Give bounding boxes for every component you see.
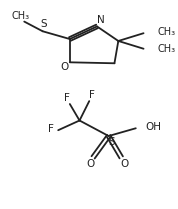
Text: F: F <box>64 93 70 103</box>
Text: N: N <box>97 15 105 25</box>
Text: CH₃: CH₃ <box>11 11 29 21</box>
Text: O: O <box>60 62 68 72</box>
Text: O: O <box>120 159 128 169</box>
Text: O: O <box>86 159 94 169</box>
Text: F: F <box>89 90 95 100</box>
Text: CH₃: CH₃ <box>157 27 175 37</box>
Text: S: S <box>40 19 47 29</box>
Text: CH₃: CH₃ <box>157 44 175 54</box>
Text: S: S <box>108 137 115 147</box>
Text: OH: OH <box>145 122 161 132</box>
Text: F: F <box>48 124 54 134</box>
